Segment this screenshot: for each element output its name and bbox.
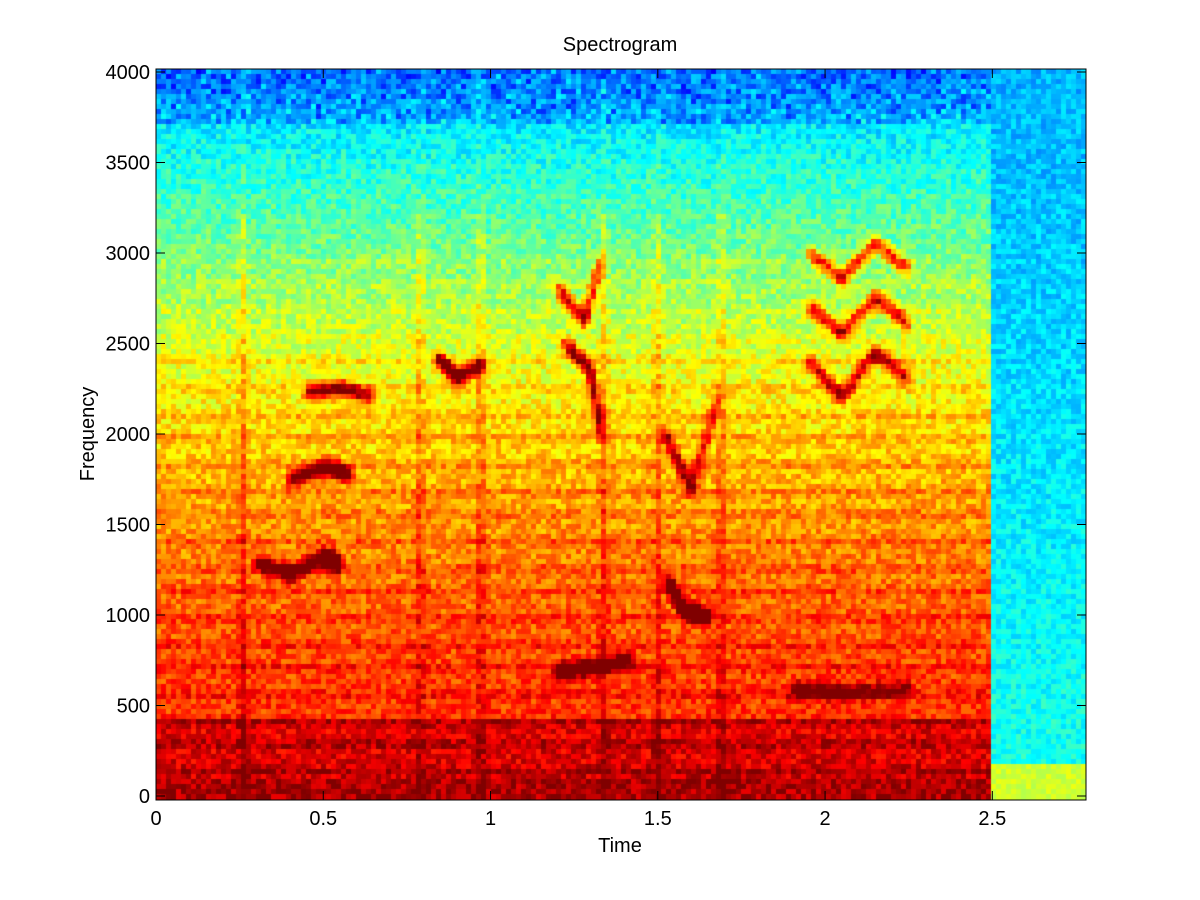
axes-frame — [155, 68, 1087, 801]
heatmap-canvas — [156, 69, 1086, 800]
axis-ticks: 0 0.5 1 1.5 2 2.5 0 500 1000 1500 2000 2500 3000 3500… — [106, 62, 1086, 830]
y-tick-label: 4000 — [106, 62, 151, 84]
y-tick-label: 500 — [117, 696, 150, 718]
x-tick-label: 0.5 — [309, 808, 337, 830]
y-tick-label: 3000 — [106, 243, 151, 265]
chart-title: Spectrogram — [563, 34, 678, 56]
y-tick-label: 1000 — [106, 605, 151, 627]
y-tick-label: 2500 — [106, 334, 151, 356]
y-tick-label: 0 — [139, 786, 150, 808]
y-tick-label: 3500 — [106, 153, 151, 175]
x-axis-label: Time — [598, 835, 642, 857]
y-tick-label: 2000 — [106, 424, 151, 446]
x-tick-label: 1.5 — [644, 808, 672, 830]
x-tick-label: 0 — [150, 808, 161, 830]
heatmap-area — [156, 69, 1086, 800]
x-tick-label: 1 — [485, 808, 496, 830]
y-tick-label: 1500 — [106, 515, 151, 537]
y-axis-label: Frequency — [77, 387, 99, 482]
x-tick-label: 2.5 — [978, 808, 1006, 830]
x-tick-label: 2 — [820, 808, 831, 830]
